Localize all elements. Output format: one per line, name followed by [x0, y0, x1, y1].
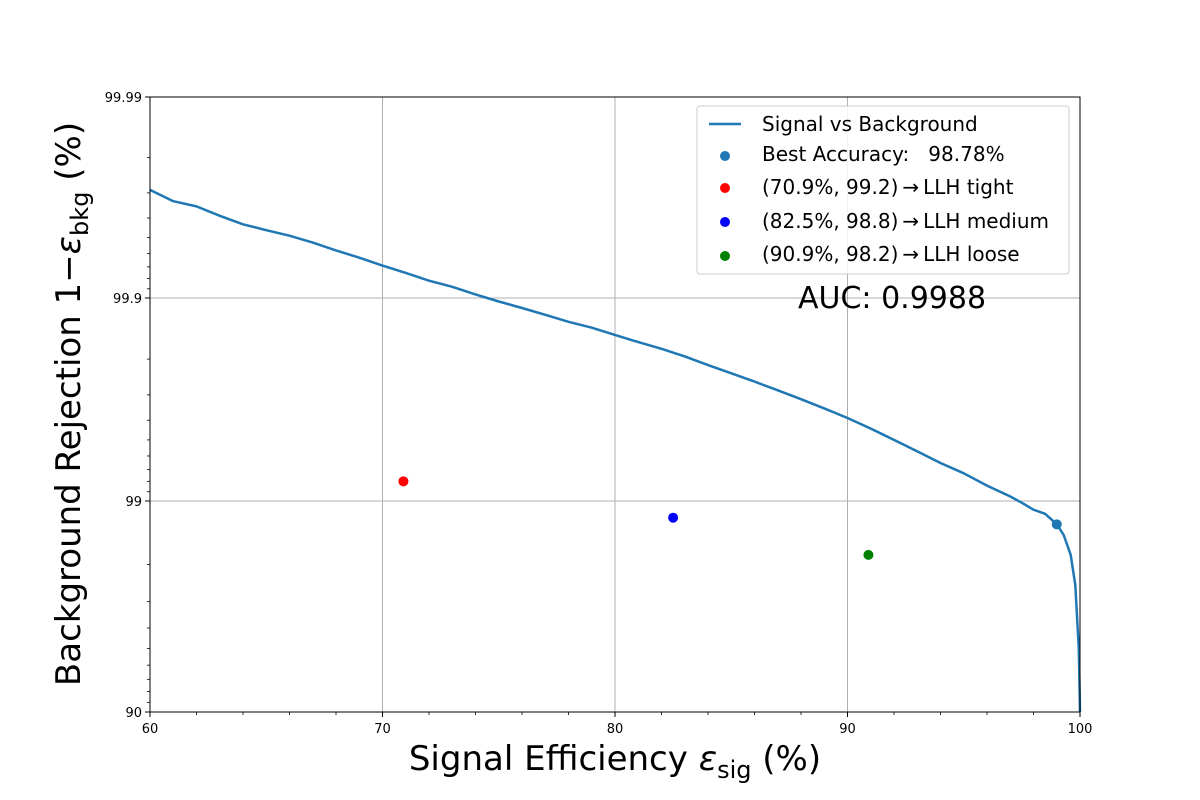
- x-tick-label: 100: [1068, 722, 1093, 737]
- y-axis-title-unit: (%): [49, 122, 89, 192]
- y-axis-title: Background Rejection 1−εbkg (%): [49, 122, 94, 686]
- x-axis-title: Signal Efficiency εsig (%): [409, 739, 821, 784]
- legend-label-tight: (70.9%, 99.2) → LLH tight: [762, 175, 1014, 199]
- x-axis-title-subscript: sig: [717, 756, 751, 784]
- y-axis-title-subscript: bkg: [66, 192, 94, 236]
- x-tick-label: 70: [374, 722, 391, 737]
- legend-swatch-best: [720, 151, 730, 161]
- auc-annotation: AUC: 0.9988: [798, 281, 986, 316]
- y-axis-title-symbol: ε: [49, 236, 89, 254]
- x-tick-label: 80: [607, 722, 624, 737]
- working-points: [398, 476, 1062, 560]
- y-tick-label: 90: [125, 706, 142, 721]
- y-axis-title-main: Background Rejection 1−: [49, 254, 89, 686]
- legend: Signal vs Background Best Accuracy: 98.7…: [696, 105, 1070, 275]
- llh-loose-point: [863, 549, 874, 560]
- legend-label-medium: (82.5%, 98.8) → LLH medium: [762, 209, 1049, 233]
- legend-swatch-loose: [720, 251, 730, 261]
- legend-swatch-tight: [720, 183, 730, 193]
- y-axis-ticks: 90 99 99.9 99.99: [105, 91, 150, 721]
- curve-layer: [149, 188, 1082, 713]
- llh-medium-point: [668, 512, 679, 523]
- legend-box: [696, 105, 1070, 275]
- y-tick-label: 99.9: [113, 292, 142, 307]
- y-tick-label: 99.99: [105, 91, 142, 106]
- x-axis-ticks: 60 70 80 90 100: [142, 712, 1093, 737]
- roc-curve-line: [149, 188, 1082, 713]
- x-axis-title-main: Signal Efficiency: [409, 739, 699, 779]
- x-tick-label: 90: [839, 722, 856, 737]
- legend-label-curve: Signal vs Background: [762, 112, 978, 136]
- best-accuracy-point: [1051, 519, 1062, 530]
- x-axis-title-unit: (%): [751, 739, 821, 779]
- x-axis-title-symbol: ε: [699, 739, 717, 779]
- x-tick-label: 60: [142, 722, 159, 737]
- y-tick-label: 99: [125, 495, 142, 510]
- legend-label-best: Best Accuracy: 98.78%: [762, 142, 1005, 166]
- llh-tight-point: [398, 476, 409, 487]
- legend-swatch-medium: [720, 217, 730, 227]
- legend-label-loose: (90.9%, 98.2) → LLH loose: [762, 242, 1020, 266]
